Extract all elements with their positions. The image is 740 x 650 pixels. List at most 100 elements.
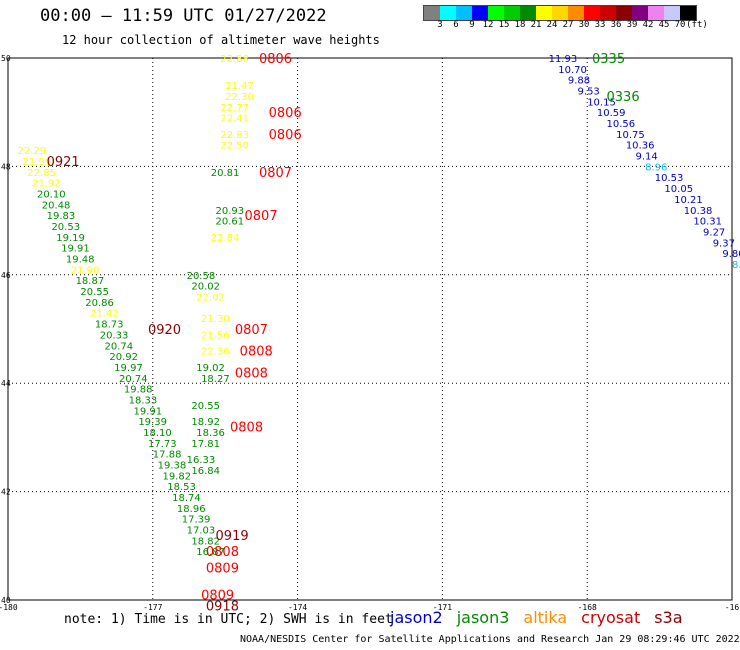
wave-height-value: 10.56: [607, 119, 636, 130]
wave-height-value: 22.77: [220, 103, 249, 114]
legend-label: 24: [546, 20, 558, 30]
pass-time-label: 0919: [216, 529, 249, 544]
wave-height-value: 18.74: [172, 493, 201, 504]
pass-time-label: 0920: [148, 323, 181, 338]
legend-swatch: [456, 6, 472, 20]
pass-time-label: 0807: [245, 209, 278, 224]
wave-height-value: 20.02: [191, 282, 220, 293]
pass-time-label: 0808: [240, 345, 273, 360]
wave-height-value: 17.03: [187, 526, 216, 537]
legend-label: 21: [530, 20, 542, 30]
wave-height-value: 10.05: [664, 184, 693, 195]
legend-label: 6: [453, 20, 459, 30]
wave-height-value: 18.87: [76, 276, 105, 287]
pass-time-label: 0808: [230, 421, 263, 436]
wave-height-value: 21.56: [201, 330, 230, 341]
wave-height-value: 19.97: [114, 363, 143, 374]
wave-height-value: 19.19: [56, 233, 85, 244]
footer-credit: NOAA/NESDIS Center for Satellite Applica…: [240, 634, 740, 645]
legend-swatch: [536, 6, 552, 20]
wave-height-value: 20.55: [80, 287, 109, 298]
wave-height-value: 20.55: [191, 401, 220, 412]
wave-height-value: 19.38: [158, 461, 187, 472]
observation-layer: 11.9310.709.889.5310.1510.5910.5610.7510…: [18, 54, 740, 558]
wave-height-value: 20.33: [100, 330, 129, 341]
time-label-layer: 0806 0806 0806 0921 0807 0807 0920 0807 0808 0808…: [47, 52, 640, 614]
wave-height-value: 21.47: [225, 81, 254, 92]
wave-height-value: 10.59: [597, 108, 626, 119]
lat-tick-label: 48: [1, 162, 11, 171]
wave-height-value: 16.87: [196, 547, 225, 558]
mission-label-altika: altika: [523, 608, 568, 627]
wave-height-value: 18.73: [95, 320, 124, 331]
wave-height-value: 18.82: [191, 536, 220, 547]
lat-tick-label: 44: [1, 379, 11, 388]
mission-label-jason3: jason3: [456, 608, 510, 627]
wave-height-value: 10.21: [674, 195, 703, 206]
legend-swatch: [424, 6, 440, 20]
legend-label: 27: [562, 20, 574, 30]
color-legend: [423, 5, 697, 21]
wave-height-value: 20.74: [105, 341, 134, 352]
wave-height-value: 16.33: [187, 455, 216, 466]
wave-height-value: 9.27: [703, 227, 725, 238]
lat-tick-label: 42: [1, 488, 11, 497]
pass-time-label: 0335: [592, 52, 625, 67]
wave-height-value: 20.81: [211, 168, 240, 179]
wave-height-value: 9.88: [568, 76, 590, 87]
wave-height-value: 22.84: [211, 233, 240, 244]
legend-swatch: [664, 6, 680, 20]
wave-height-value: 18.53: [167, 482, 196, 493]
wave-height-value: 19.83: [47, 211, 76, 222]
legend-swatch: [440, 6, 456, 20]
legend-unit: (ft): [686, 20, 708, 30]
wave-height-value: 19.02: [196, 363, 225, 374]
wave-height-value: 9.53: [578, 87, 600, 98]
wave-height-value: 20.93: [216, 206, 245, 217]
axis-labels: 50 48 46 44 42 40-180 -177 -174 -171 -168 -16: [0, 54, 739, 612]
wave-height-value: 22.83: [220, 130, 249, 141]
legend-swatch: [680, 6, 696, 20]
mission-legend: jason2 jason3 altika cryosat s3a: [390, 608, 697, 627]
legend-label: 45: [658, 20, 670, 30]
wave-height-value: 8.99: [732, 260, 740, 271]
legend-swatch: [552, 6, 568, 20]
legend-label: 30: [578, 20, 590, 30]
lat-tick-label: 46: [1, 271, 11, 280]
wave-height-value: 22.36: [201, 347, 230, 358]
lon-tick-label: -177: [143, 603, 162, 612]
mission-label-s3a: s3a: [654, 608, 683, 627]
wave-height-value: 16.84: [191, 466, 220, 477]
legend-label: 70: [674, 20, 686, 30]
wave-height-value: 20.74: [119, 374, 148, 385]
pass-time-label: 0336: [607, 90, 640, 105]
wave-height-value: 10.75: [616, 130, 645, 141]
pass-time-label: 0809: [201, 589, 234, 604]
pass-time-label: 0806: [269, 106, 302, 121]
legend-label: 9: [469, 20, 475, 30]
legend-swatch: [584, 6, 600, 20]
wave-height-value: 21.30: [201, 314, 230, 325]
wave-height-value: 8.96: [645, 162, 667, 173]
mission-label-jason2: jason2: [390, 608, 443, 627]
legend-label: 3: [437, 20, 443, 30]
legend-swatch: [632, 6, 648, 20]
wave-height-value: 21.90: [71, 265, 100, 276]
wave-height-value: 17.73: [148, 439, 177, 450]
map-frame: [7, 57, 733, 601]
wave-height-value: 19.82: [162, 471, 191, 482]
footer-note: note: 1) Time is in UTC; 2) SWH is in fe…: [64, 612, 393, 627]
wave-height-value: 17.39: [182, 515, 211, 526]
wave-height-value: 11.93: [549, 54, 578, 65]
legend-swatch: [600, 6, 616, 20]
legend-label: 36: [610, 20, 622, 30]
wave-height-value: 10.31: [693, 217, 722, 228]
wave-height-value: 20.58: [187, 271, 216, 282]
wave-height-value: 10.53: [655, 173, 684, 184]
wave-height-value: 22.30: [225, 92, 254, 103]
legend-label: 39: [626, 20, 638, 30]
wave-height-value: 20.92: [109, 352, 138, 363]
wave-height-value: 20.53: [51, 222, 80, 233]
wave-height-value: 9.37: [713, 238, 735, 249]
